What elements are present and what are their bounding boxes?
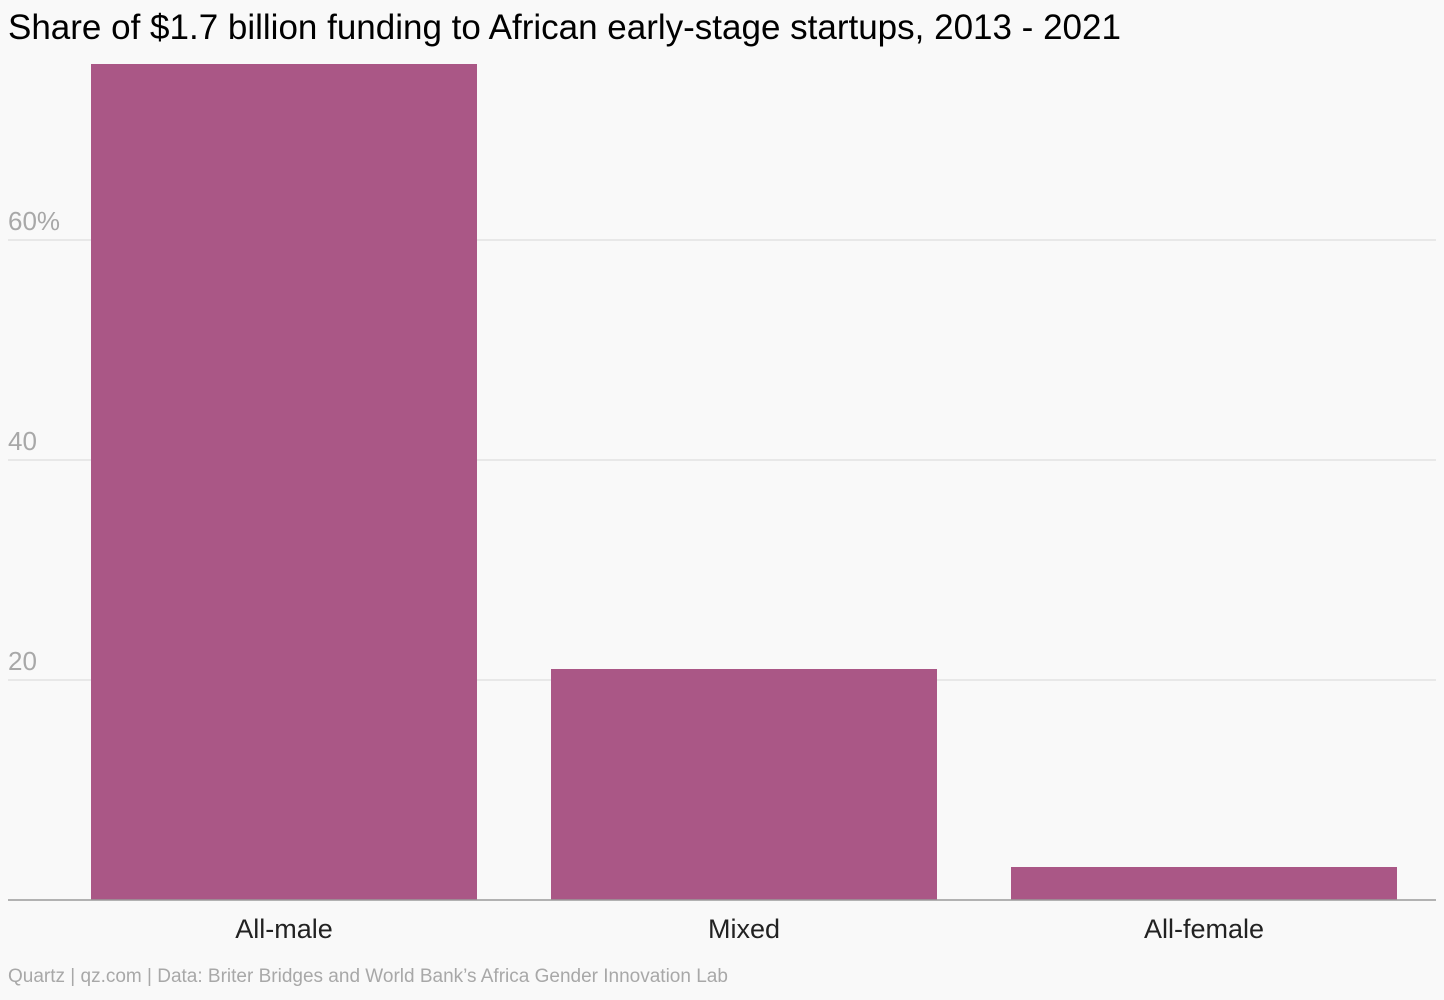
x-category-label: Mixed bbox=[708, 914, 780, 944]
bar-mixed bbox=[551, 669, 937, 900]
x-category-label: All-female bbox=[1144, 914, 1264, 944]
bar-all-male bbox=[91, 64, 477, 900]
bars bbox=[91, 64, 1397, 900]
y-tick-label: 20 bbox=[8, 646, 37, 676]
bar-all-female bbox=[1011, 867, 1397, 900]
x-category-label: All-male bbox=[235, 914, 333, 944]
x-axis-categories: All-male Mixed All-female bbox=[235, 914, 1264, 944]
chart-title: Share of $1.7 billion funding to African… bbox=[8, 8, 1121, 47]
y-tick-label: 60% bbox=[8, 206, 60, 236]
y-tick-label: 40 bbox=[8, 426, 37, 456]
source-footer: Quartz | qz.com | Data: Briter Bridges a… bbox=[8, 966, 728, 987]
y-axis-ticks: 20 40 60% bbox=[8, 206, 60, 676]
